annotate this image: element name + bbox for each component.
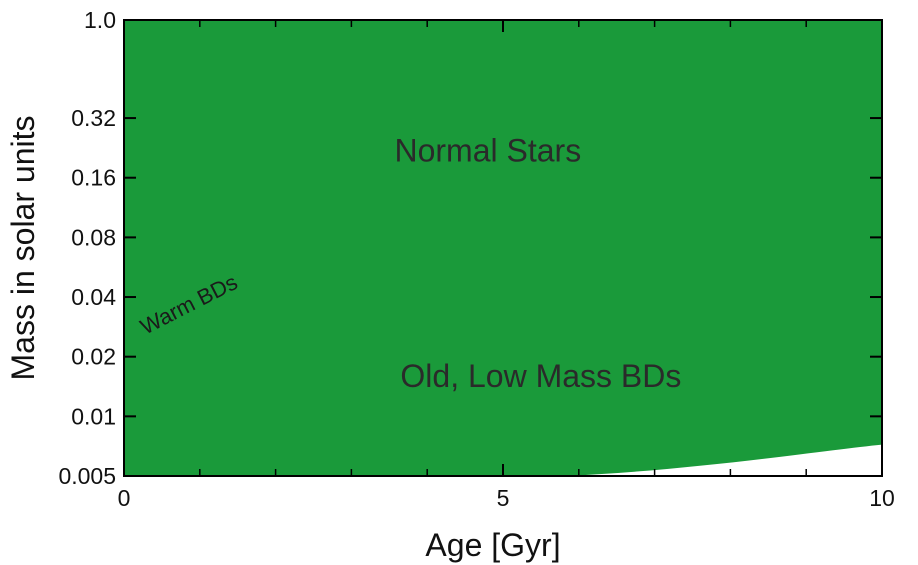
regions-layer	[124, 20, 882, 476]
region-label-normal-stars: Normal Stars	[394, 132, 581, 168]
region-old-low-mass-bds	[124, 20, 882, 476]
y-tick-label: 0.02	[71, 344, 116, 370]
y-tick-label: 0.005	[58, 463, 116, 489]
y-tick-label: 0.32	[71, 105, 116, 131]
x-axis-title: Age [Gyr]	[425, 527, 560, 563]
y-tick-label: 1.0	[84, 7, 116, 33]
x-tick-label: 10	[869, 485, 895, 511]
x-tick-label: 5	[497, 485, 510, 511]
region-label-old-low-mass-bds: Old, Low Mass BDs	[400, 358, 681, 394]
ticks-layer	[123, 19, 883, 477]
y-tick-label: 0.04	[71, 284, 116, 310]
x-tick-label: 0	[118, 485, 131, 511]
y-tick-label: 0.08	[71, 224, 116, 250]
y-tick-label: 0.01	[71, 403, 116, 429]
y-axis-title: Mass in solar units	[5, 116, 41, 381]
y-tick-label: 0.16	[71, 165, 116, 191]
